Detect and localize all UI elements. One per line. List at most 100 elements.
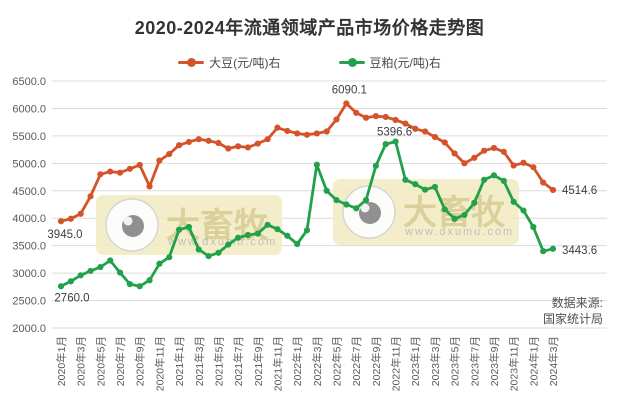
series-point bbox=[382, 141, 389, 148]
series-point bbox=[235, 143, 242, 150]
y-tick-label: 5000.0 bbox=[12, 158, 46, 170]
series-point bbox=[431, 133, 439, 141]
series-point bbox=[461, 211, 468, 219]
series-point bbox=[146, 277, 153, 284]
series-point bbox=[392, 138, 399, 145]
series-point bbox=[264, 221, 271, 228]
series-point bbox=[461, 160, 468, 167]
series-point bbox=[530, 164, 537, 171]
soybean-line-marker-icon bbox=[178, 58, 205, 67]
series-point bbox=[284, 232, 291, 239]
series-point bbox=[244, 144, 252, 151]
chart-title: 2020-2024年流通领域产品市场价格走势图 bbox=[134, 18, 485, 38]
series-point bbox=[97, 171, 104, 178]
watermark-brand-text: 大畜牧 bbox=[403, 193, 506, 232]
x-tick-label: 2020年11月 bbox=[153, 336, 166, 391]
series-point bbox=[490, 172, 498, 179]
series-point bbox=[490, 144, 498, 152]
series-point bbox=[156, 157, 163, 164]
x-tick-label: 2021年1月 bbox=[173, 336, 186, 386]
series-point bbox=[313, 161, 320, 168]
series-point bbox=[57, 283, 65, 290]
series-point bbox=[126, 165, 133, 172]
series-point bbox=[97, 263, 104, 271]
series-point bbox=[274, 124, 281, 131]
y-tick-label: 2500.0 bbox=[12, 296, 46, 308]
series-point bbox=[57, 218, 65, 225]
series-point bbox=[87, 267, 94, 275]
series-point bbox=[185, 138, 193, 146]
x-tick-label: 2021年11月 bbox=[271, 336, 284, 391]
series-point bbox=[175, 142, 183, 149]
point-label: 3945.0 bbox=[47, 229, 82, 241]
point-label: 2760.0 bbox=[54, 292, 89, 304]
series-point bbox=[500, 177, 507, 184]
series-point bbox=[195, 136, 202, 143]
data-source-line1: 数据来源: bbox=[551, 296, 603, 310]
series-point bbox=[441, 206, 448, 213]
series-point bbox=[284, 127, 291, 135]
legend-label-soybean: 大豆(元/吨)右 bbox=[209, 56, 281, 70]
series-point bbox=[77, 272, 84, 279]
legend-item-soymeal: 豆粕(元/吨)右 bbox=[338, 54, 441, 71]
series-point bbox=[323, 128, 330, 135]
soymeal-line-marker-icon bbox=[338, 58, 365, 67]
series-point bbox=[215, 139, 222, 147]
series-point bbox=[353, 205, 360, 212]
series-point bbox=[540, 179, 547, 186]
series-point bbox=[549, 186, 557, 194]
x-tick-label: 2020年7月 bbox=[114, 336, 127, 386]
series-point bbox=[540, 248, 547, 255]
series-point bbox=[264, 136, 271, 143]
series-point bbox=[520, 207, 527, 214]
x-tick-label: 2021年5月 bbox=[212, 336, 225, 386]
series-point bbox=[402, 176, 409, 183]
series-point bbox=[323, 187, 330, 194]
x-tick-label: 2024年3月 bbox=[547, 336, 560, 386]
series-point bbox=[156, 260, 163, 267]
series-point bbox=[303, 131, 311, 138]
series-point bbox=[107, 168, 114, 175]
y-tick-label: 4500.0 bbox=[12, 186, 46, 198]
series-point bbox=[116, 169, 124, 176]
series-point bbox=[451, 150, 458, 157]
series-point bbox=[107, 257, 114, 264]
series-point bbox=[362, 114, 370, 121]
series-point bbox=[313, 130, 320, 137]
x-tick-label: 2023年3月 bbox=[429, 336, 442, 386]
y-tick-label: 4000.0 bbox=[12, 213, 46, 225]
legend: 大豆(元/吨)右 豆粕(元/吨)右 bbox=[0, 54, 619, 71]
series-point bbox=[235, 234, 242, 241]
series-point bbox=[185, 223, 193, 231]
x-tick-label: 2022年9月 bbox=[370, 336, 383, 386]
series-point bbox=[67, 278, 74, 285]
watermark-eye-highlight bbox=[123, 216, 133, 226]
x-tick-label: 2024年1月 bbox=[527, 336, 540, 386]
series-point bbox=[441, 139, 448, 146]
series-point bbox=[530, 223, 537, 231]
series-point bbox=[195, 246, 202, 253]
x-tick-label: 2022年3月 bbox=[311, 336, 324, 386]
x-tick-label: 2021年3月 bbox=[193, 336, 206, 386]
series-point bbox=[136, 283, 143, 290]
series-point bbox=[402, 120, 409, 127]
watermark-brand-text: 大畜牧 bbox=[166, 206, 269, 245]
x-tick-label: 2021年9月 bbox=[252, 336, 265, 386]
y-tick-label: 6000.0 bbox=[12, 103, 46, 115]
series-point bbox=[412, 181, 419, 188]
y-tick-label: 5500.0 bbox=[12, 131, 46, 143]
series-point bbox=[382, 113, 389, 121]
series-point bbox=[481, 176, 488, 183]
series-point bbox=[166, 254, 173, 261]
series-point bbox=[303, 227, 311, 234]
watermark-eye-highlight bbox=[360, 203, 370, 213]
x-tick-label: 2020年5月 bbox=[94, 336, 107, 386]
series-point bbox=[294, 130, 301, 137]
series-point bbox=[225, 145, 232, 152]
x-tick-label: 2020年1月 bbox=[55, 336, 68, 386]
series-point bbox=[549, 245, 557, 252]
x-tick-label: 2022年7月 bbox=[350, 336, 363, 386]
series-point bbox=[510, 162, 517, 169]
